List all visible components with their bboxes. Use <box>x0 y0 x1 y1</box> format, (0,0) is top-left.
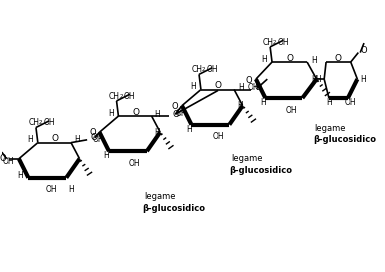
Text: H: H <box>154 110 160 119</box>
Text: O: O <box>172 102 178 111</box>
Text: OH: OH <box>124 92 136 101</box>
Text: O: O <box>246 76 252 85</box>
Text: β-glucosidico: β-glucosidico <box>229 166 292 175</box>
Text: O: O <box>172 110 179 119</box>
Text: 2: 2 <box>119 94 123 99</box>
Text: H: H <box>187 125 192 134</box>
Text: H: H <box>238 83 244 92</box>
Text: H: H <box>360 75 366 84</box>
Text: β-glucosidico: β-glucosidico <box>142 203 205 212</box>
Text: legame: legame <box>315 124 346 133</box>
Text: H: H <box>17 171 23 180</box>
Text: O: O <box>89 128 96 137</box>
Text: H: H <box>108 109 114 118</box>
Text: CH: CH <box>191 65 203 74</box>
Text: H: H <box>311 75 316 84</box>
Text: O: O <box>335 54 342 63</box>
Text: H: H <box>326 98 332 107</box>
Text: OH: OH <box>92 135 104 144</box>
Text: H: H <box>311 56 316 65</box>
Text: OH: OH <box>285 106 297 115</box>
Text: O: O <box>214 81 221 90</box>
Text: legame: legame <box>231 154 263 163</box>
Text: O: O <box>91 133 98 143</box>
Text: OH: OH <box>207 65 218 74</box>
Text: CH: CH <box>28 118 39 127</box>
Text: O: O <box>0 154 7 163</box>
Text: H: H <box>237 101 243 110</box>
Text: OH: OH <box>3 157 14 166</box>
Text: O: O <box>132 108 139 117</box>
Text: CH: CH <box>109 92 120 101</box>
Text: H: H <box>191 82 196 91</box>
Text: 2: 2 <box>273 40 276 45</box>
Text: OH: OH <box>45 185 57 194</box>
Text: 2: 2 <box>39 120 42 125</box>
Text: OH: OH <box>44 118 55 127</box>
Text: H: H <box>261 55 267 64</box>
Text: H: H <box>103 151 109 160</box>
Text: OH: OH <box>278 38 290 47</box>
Text: O: O <box>286 54 293 63</box>
Text: H: H <box>74 135 80 144</box>
Text: H: H <box>154 128 160 137</box>
Text: O: O <box>360 46 367 55</box>
Text: O: O <box>52 134 59 143</box>
Text: H: H <box>68 185 74 194</box>
Text: 2: 2 <box>202 67 205 72</box>
Text: OH: OH <box>176 109 187 118</box>
Text: H: H <box>316 75 321 84</box>
Text: OH: OH <box>345 98 357 107</box>
Text: OH: OH <box>212 132 224 141</box>
Text: OH: OH <box>248 83 260 92</box>
Text: H: H <box>261 98 266 107</box>
Text: CH: CH <box>263 38 274 47</box>
Text: O: O <box>255 83 262 92</box>
Text: OH: OH <box>129 159 141 168</box>
Text: H: H <box>27 135 33 144</box>
Text: legame: legame <box>144 192 176 201</box>
Text: β-glucosidico: β-glucosidico <box>313 135 376 144</box>
